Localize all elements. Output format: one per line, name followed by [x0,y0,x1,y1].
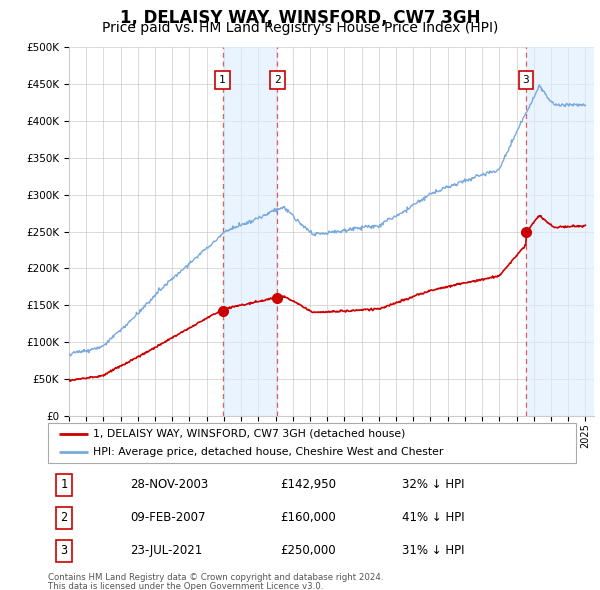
Text: Contains HM Land Registry data © Crown copyright and database right 2024.: Contains HM Land Registry data © Crown c… [48,573,383,582]
Text: 28-NOV-2003: 28-NOV-2003 [130,478,208,491]
Text: 2: 2 [274,76,281,86]
Text: 32% ↓ HPI: 32% ↓ HPI [402,478,464,491]
Text: 31% ↓ HPI: 31% ↓ HPI [402,544,464,558]
Bar [526,47,594,416]
Text: This data is licensed under the Open Government Licence v3.0.: This data is licensed under the Open Gov… [48,582,323,590]
Text: 1, DELAISY WAY, WINSFORD, CW7 3GH (detached house): 1, DELAISY WAY, WINSFORD, CW7 3GH (detac… [93,429,405,439]
Text: 09-FEB-2007: 09-FEB-2007 [130,511,205,525]
Text: 1: 1 [60,478,67,491]
Text: 3: 3 [60,544,67,558]
Text: 1: 1 [219,76,226,86]
Text: £142,950: £142,950 [280,478,337,491]
Text: 2: 2 [60,511,67,525]
Text: 41% ↓ HPI: 41% ↓ HPI [402,511,464,525]
Bar [223,47,277,416]
Text: Price paid vs. HM Land Registry's House Price Index (HPI): Price paid vs. HM Land Registry's House … [102,21,498,35]
Text: HPI: Average price, detached house, Cheshire West and Chester: HPI: Average price, detached house, Ches… [93,447,443,457]
Text: £250,000: £250,000 [280,544,336,558]
Text: 1, DELAISY WAY, WINSFORD, CW7 3GH: 1, DELAISY WAY, WINSFORD, CW7 3GH [120,9,480,28]
FancyBboxPatch shape [48,423,576,463]
Text: £160,000: £160,000 [280,511,336,525]
Text: 3: 3 [523,76,529,86]
Text: 23-JUL-2021: 23-JUL-2021 [130,544,202,558]
